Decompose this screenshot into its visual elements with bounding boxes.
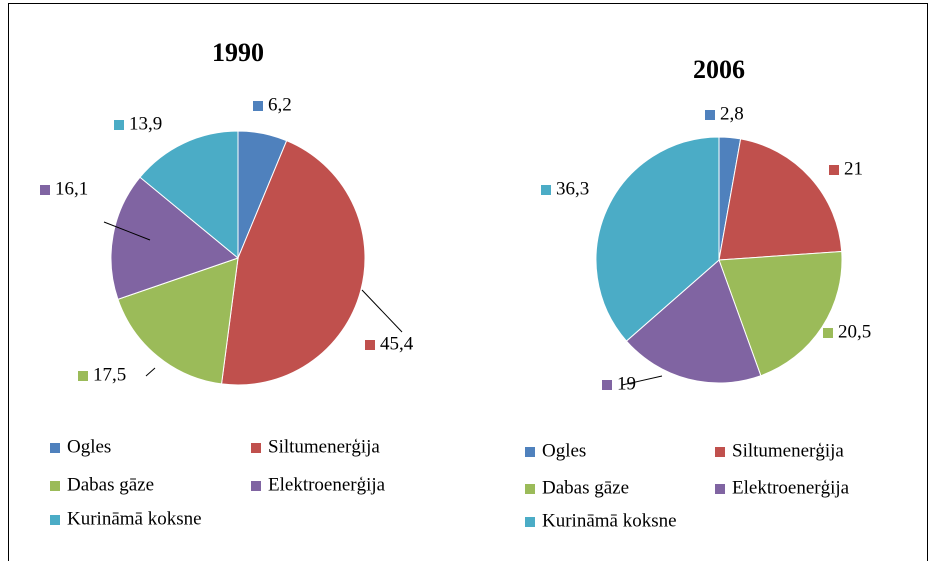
legend-label: Ogles — [67, 436, 111, 457]
pie-slice — [139, 130, 239, 260]
label-swatch — [823, 328, 833, 338]
chart-title: 2006 — [693, 55, 745, 84]
leader-line — [621, 375, 663, 386]
legend-label: Kurināmā koksne — [67, 508, 202, 529]
legend-label: Elektroenerģija — [268, 474, 386, 495]
legend-swatch — [251, 443, 261, 453]
data-label: 13,9 — [129, 113, 162, 134]
legend-label: Siltumenerģija — [732, 440, 844, 461]
pie-slice — [625, 259, 762, 384]
leader-line — [361, 289, 403, 333]
pie-slice — [220, 140, 366, 386]
pie-slice — [718, 138, 843, 261]
legend-swatch — [525, 447, 535, 457]
legend-label: Siltumenerģija — [268, 436, 380, 457]
chart-title: 1990 — [212, 38, 264, 67]
data-label: 2,8 — [720, 103, 744, 124]
data-label: 17,5 — [93, 364, 126, 385]
label-swatch — [365, 340, 375, 350]
label-swatch — [253, 101, 263, 111]
legend-swatch — [715, 484, 725, 494]
label-swatch — [705, 110, 715, 120]
pie-slice — [110, 176, 240, 300]
legend-swatch — [525, 517, 535, 527]
legend-swatch — [715, 447, 725, 457]
data-label: 6,2 — [268, 94, 292, 115]
label-swatch — [541, 185, 551, 195]
leader-line — [103, 221, 151, 241]
label-swatch — [114, 120, 124, 130]
legend-swatch — [50, 481, 60, 491]
legend-swatch — [251, 481, 261, 491]
frame — [8, 3, 928, 561]
data-label: 45,4 — [380, 333, 414, 354]
legend-label: Dabas gāze — [67, 474, 154, 495]
data-label: 16,1 — [55, 178, 88, 199]
label-swatch — [829, 165, 839, 175]
data-label: 21 — [844, 158, 863, 179]
label-swatch — [40, 185, 50, 195]
label-swatch — [78, 371, 88, 381]
legend-swatch — [525, 484, 535, 494]
legend-label: Kurināmā koksne — [542, 510, 677, 531]
pie-slice — [595, 136, 720, 342]
leader-line — [145, 367, 156, 377]
legend-swatch — [50, 443, 60, 453]
legend-label: Elektroenerģija — [732, 477, 850, 498]
label-swatch — [602, 380, 612, 390]
data-label: 20,5 — [838, 321, 871, 342]
legend-label: Dabas gāze — [542, 477, 629, 498]
data-label: 36,3 — [556, 178, 589, 199]
legend-label: Ogles — [542, 440, 586, 461]
legend-swatch — [50, 515, 60, 525]
